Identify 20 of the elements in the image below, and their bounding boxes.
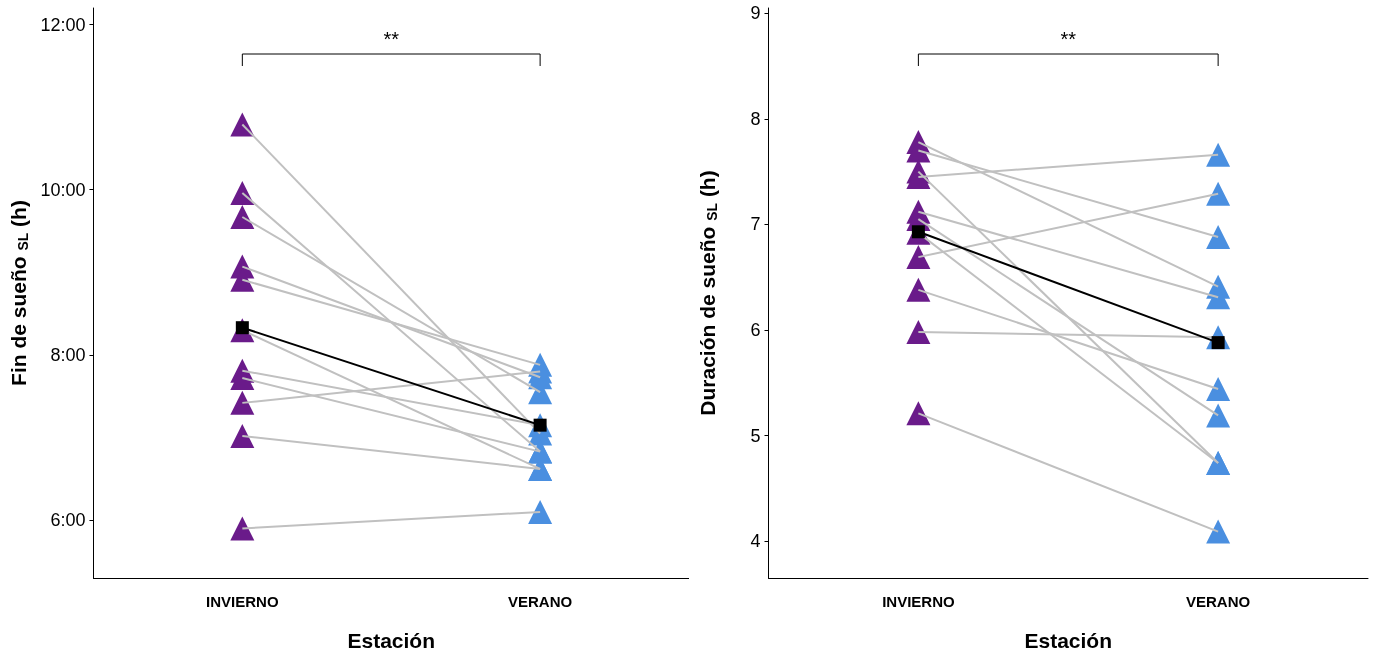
y-tick-label: 5 bbox=[750, 425, 761, 446]
annotation: ** bbox=[383, 28, 400, 50]
y-tick-label: 6:00 bbox=[50, 510, 86, 531]
x-tick-label: INVIERNO bbox=[206, 593, 279, 610]
y-tick-label: 8:00 bbox=[50, 344, 86, 365]
y-tick-label: 9 bbox=[750, 3, 761, 24]
x-axis-title: Estación bbox=[1024, 629, 1113, 652]
y-tick-label: 6 bbox=[750, 319, 761, 340]
y-tick-label: 4 bbox=[750, 531, 761, 552]
y-axis-title: Fin de sueño SL (h) bbox=[7, 200, 31, 386]
x-tick-label: VERANO bbox=[508, 593, 573, 610]
y-axis-title: Duración de sueño SL (h) bbox=[696, 170, 720, 416]
x-tick-label: INVIERNO bbox=[882, 593, 955, 610]
annotation: ** bbox=[1060, 28, 1077, 50]
y-tick-label: 7 bbox=[750, 214, 761, 235]
y-tick-label: 8 bbox=[750, 108, 761, 129]
y-tick-label: 10:00 bbox=[40, 179, 86, 200]
y-tick-label: 12:00 bbox=[40, 14, 86, 35]
x-tick-label: VERANO bbox=[1186, 593, 1251, 610]
x-axis-title: Estación bbox=[347, 629, 435, 652]
